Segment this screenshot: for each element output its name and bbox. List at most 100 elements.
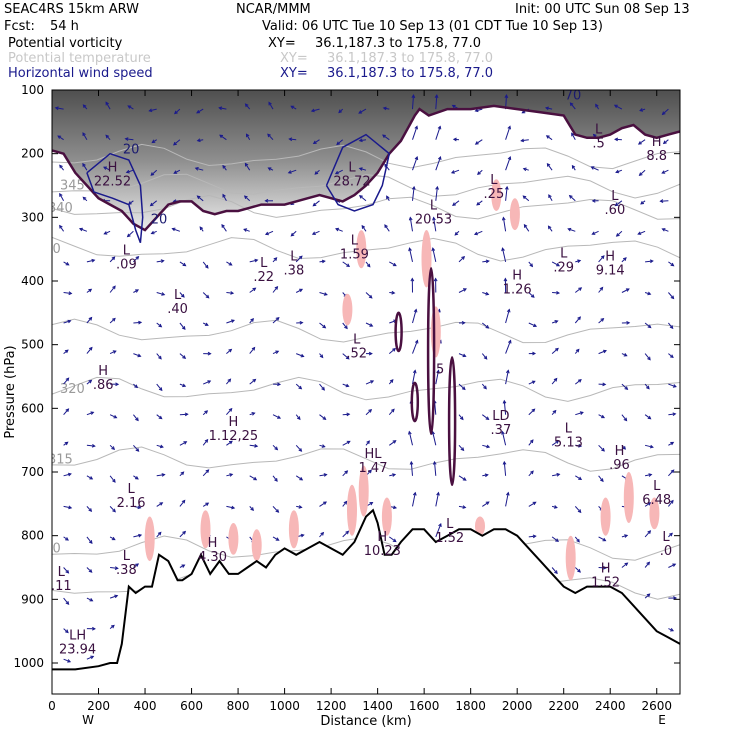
wind-vector-head: [196, 138, 201, 143]
wind-vector-head: [298, 448, 303, 452]
wind-vector-head: [649, 444, 654, 449]
wind-vector: [546, 163, 553, 171]
wind-vector: [268, 102, 274, 110]
x-tick-label: 0: [48, 699, 56, 713]
wind-vector-head: [312, 140, 317, 145]
wind-vector: [179, 413, 188, 416]
wind-vector-head: [112, 478, 116, 483]
wind-vector-head: [461, 386, 466, 391]
wind-vector-head: [222, 164, 226, 169]
extremum-value: .96: [609, 458, 630, 473]
wind-vector: [570, 102, 576, 110]
isentrope-label: 340: [48, 201, 73, 216]
wind-vector-head: [274, 478, 278, 482]
wind-vector-head: [88, 569, 93, 573]
isentrope-line: [52, 194, 680, 220]
wind-vector: [621, 414, 627, 421]
wind-vector: [615, 200, 623, 207]
extremum-mark: L: [290, 250, 298, 265]
wind-vector: [109, 350, 117, 355]
wind-vector-head: [392, 262, 397, 267]
wind-vector: [528, 501, 536, 507]
wind-vector: [156, 444, 164, 448]
wind-vector-head: [90, 655, 95, 660]
wind-vector: [272, 414, 281, 419]
wind-vector: [86, 655, 94, 660]
wind-vector: [668, 500, 674, 507]
field-theta-name: Potential temperature: [8, 51, 151, 66]
wind-vector-head: [414, 156, 419, 161]
wind-vector-head: [531, 380, 536, 384]
wind-vector: [133, 505, 141, 509]
wind-vector-head: [252, 287, 257, 292]
pv-pink-region: [228, 523, 239, 555]
pv-pink-region: [356, 230, 367, 269]
wind-vector: [668, 563, 676, 568]
wind-vector: [86, 444, 95, 447]
wind-vector: [249, 347, 255, 354]
wind-vector-head: [437, 156, 442, 161]
wind-vector: [249, 259, 258, 263]
wind-vector-head: [124, 137, 129, 141]
wind-vector-head: [392, 538, 397, 543]
wind-vector-head: [254, 258, 259, 263]
wind-vector-head: [411, 185, 416, 190]
wind-vector-head: [64, 349, 69, 354]
wind-vector: [63, 473, 72, 477]
wind-vector-head: [461, 255, 466, 260]
wind-vector-head: [476, 201, 481, 206]
wind-vector-head: [483, 355, 488, 360]
wind-vector: [435, 492, 439, 507]
wind-vector-head: [274, 285, 279, 290]
wind-speed-label: 20: [123, 143, 140, 158]
wind-vector-head: [615, 233, 620, 237]
wind-vector-head: [194, 167, 199, 171]
pv-pink-region: [565, 535, 576, 581]
pv-pink-region: [600, 497, 611, 536]
wind-vector-head: [111, 256, 116, 261]
wind-vector: [82, 132, 88, 140]
wind-vector-head: [230, 291, 235, 295]
wind-vector-head: [273, 257, 278, 262]
wind-vector-head: [174, 110, 178, 115]
wind-vector-head: [110, 624, 115, 629]
wind-vector-head: [577, 259, 582, 263]
wind-vector-head: [299, 476, 304, 481]
extremum-mark: H: [208, 536, 218, 551]
wind-vector: [125, 138, 134, 141]
wind-vector-head: [454, 231, 459, 236]
wind-vector-head: [296, 416, 301, 421]
pv-pink-region: [430, 306, 441, 358]
wind-vector-head: [171, 227, 176, 232]
wind-vector-head: [451, 104, 456, 109]
wind-vector-head: [579, 411, 584, 415]
x-tick-label: 1400: [362, 699, 393, 713]
wind-vector-head: [361, 224, 366, 229]
wind-vector-head: [602, 537, 607, 542]
wind-vector: [432, 248, 437, 263]
wind-vector: [482, 444, 490, 448]
wind-vector-head: [432, 460, 437, 465]
extremum-mark: L: [348, 161, 356, 176]
wind-vector-head: [592, 133, 597, 138]
wind-vector: [503, 400, 507, 415]
extremum-mark: L: [127, 482, 135, 497]
wind-vector-head: [473, 231, 478, 236]
wind-vector-head: [314, 171, 319, 175]
extremum-mark: L: [174, 288, 182, 303]
wind-vector: [335, 169, 343, 175]
wind-vector-head: [59, 192, 63, 197]
wind-vector: [195, 167, 204, 171]
wind-vector: [244, 163, 251, 171]
wind-vector-head: [322, 416, 327, 421]
forecast-label: Fcst:: [4, 19, 35, 34]
wind-vector-head: [199, 226, 204, 231]
wind-vector: [435, 156, 441, 171]
y-tick-label: 400: [21, 274, 44, 288]
wind-vector-head: [300, 353, 305, 358]
wind-vector-head: [530, 470, 534, 475]
wind-vector: [458, 475, 467, 481]
wind-vector-head: [88, 508, 93, 512]
wind-vector-head: [287, 170, 292, 174]
wind-vector-head: [437, 125, 442, 130]
